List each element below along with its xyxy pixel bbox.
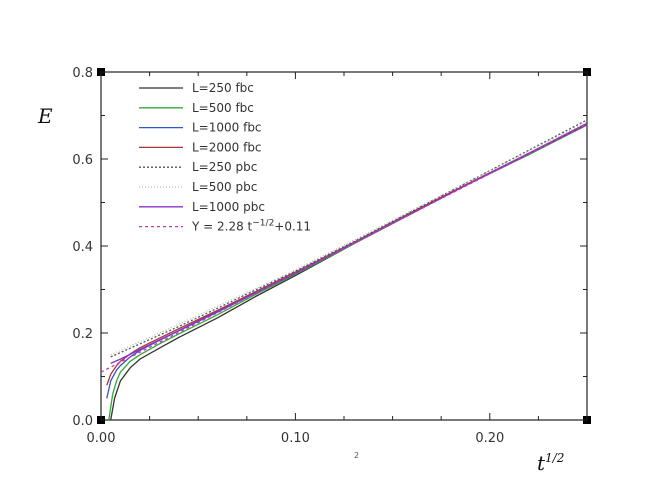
y-tick-label: 0.2 xyxy=(72,327,93,342)
legend-label: Y = 2.28 t−1/2+0.11 xyxy=(191,219,311,234)
legend-label: L=1000 fbc xyxy=(192,121,262,135)
series-line-2 xyxy=(108,124,588,421)
series-line-1 xyxy=(110,123,588,421)
x-axis-label: t1/2 xyxy=(537,451,564,475)
series-line-5 xyxy=(110,119,588,358)
legend-label: L=250 fbc xyxy=(192,81,254,95)
stray-label: 2 xyxy=(354,451,359,460)
x-tick-label: 0.00 xyxy=(87,431,116,446)
axis-ticks xyxy=(100,71,588,421)
legend-label: L=500 pbc xyxy=(192,180,257,194)
x-axis-label-base: t xyxy=(537,451,546,475)
legend-label: L=1000 pbc xyxy=(192,200,265,214)
y-tick-label: 0.6 xyxy=(72,153,93,168)
legend-label: L=2000 fbc xyxy=(192,140,262,154)
series-line-6 xyxy=(110,121,588,356)
corner-markers xyxy=(97,68,591,424)
x-tick-label: 0.10 xyxy=(281,431,310,446)
legend: L=250 fbc L=500 fbc L=1000 fbc L=2000 fbc L=… xyxy=(139,81,311,234)
axis-tick-labels: 0.00 0.10 0.20 0.0 0.2 0.4 0.6 0.8 xyxy=(72,66,504,446)
series-line-3 xyxy=(106,124,588,399)
legend-label: L=500 fbc xyxy=(192,101,254,115)
plot-frame xyxy=(100,71,588,421)
y-tick-label: 0.4 xyxy=(72,240,93,255)
series-line-8 xyxy=(100,123,588,373)
series-line-4 xyxy=(106,123,588,386)
legend-label: L=250 pbc xyxy=(192,160,257,174)
y-axis-label: E xyxy=(37,104,53,128)
y-tick-label: 0.8 xyxy=(72,66,93,81)
y-tick-label: 0.0 xyxy=(72,414,93,429)
series-lines xyxy=(100,119,588,421)
x-tick-label: 0.20 xyxy=(475,431,504,446)
x-axis-label-sup: 1/2 xyxy=(545,451,564,465)
